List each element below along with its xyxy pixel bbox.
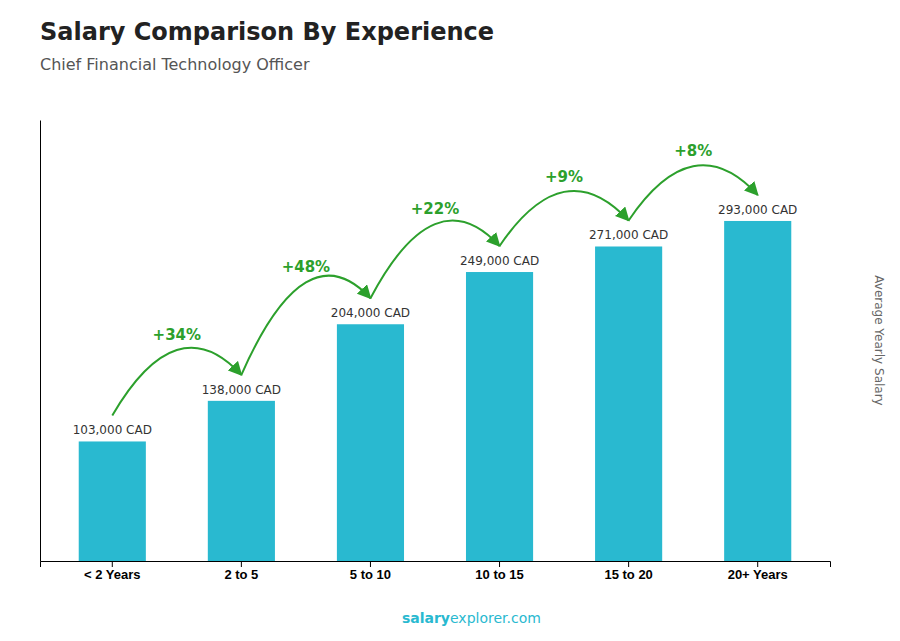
x-tick: 2 to 5 — [224, 561, 258, 582]
change-label: +8% — [674, 142, 712, 160]
change-arrow — [370, 221, 499, 299]
value-label: 249,000 CAD — [460, 254, 539, 268]
x-tick-mark — [241, 561, 242, 567]
value-label: 293,000 CAD — [718, 203, 797, 217]
bar — [595, 246, 662, 561]
annotations: +34% +48% +22% +9% +8% — [112, 142, 757, 415]
x-tick: 5 to 10 — [350, 561, 391, 582]
value-labels: 103,000 CAD 138,000 CAD 204,000 CAD 249,000… — [73, 203, 798, 438]
value-label: 103,000 CAD — [73, 423, 152, 437]
bar — [466, 272, 533, 561]
x-tick: 15 to 20 — [604, 561, 652, 582]
plot: < 2 Years 2 to 5 5 to 10 10 to 15 15 to 20 20… — [41, 121, 831, 583]
subtitle: Chief Financial Technology Officer — [40, 55, 310, 74]
change-arrow — [629, 165, 758, 220]
change-label: +22% — [411, 200, 459, 218]
y-axis-title: Average Yearly Salary — [872, 275, 886, 405]
x-tick-mark — [628, 561, 629, 567]
bars — [79, 221, 792, 561]
change-label: +34% — [153, 326, 201, 344]
change-arrow — [500, 191, 629, 246]
value-label: 138,000 CAD — [202, 383, 281, 397]
x-tick-label: 15 to 20 — [604, 567, 652, 582]
bar — [724, 221, 791, 561]
x-tick: < 2 Years — [84, 561, 141, 582]
x-tick-label: 5 to 10 — [350, 567, 391, 582]
change-label: +48% — [282, 258, 330, 276]
x-tick-mark — [112, 561, 113, 567]
x-axis-line — [41, 562, 831, 568]
y-axis-line — [40, 121, 41, 562]
change-arrow — [112, 348, 241, 416]
footer-normal: explorer.com — [450, 610, 541, 626]
bar — [337, 324, 404, 561]
change-label: +9% — [545, 168, 583, 186]
x-tick-label: < 2 Years — [84, 567, 141, 582]
footer-bold: salary — [402, 610, 450, 626]
chart: Salary Comparison By Experience Chief Fin… — [0, 0, 900, 641]
title: Salary Comparison By Experience — [40, 18, 494, 46]
bar — [208, 401, 275, 561]
change-arrow — [241, 276, 370, 375]
x-tick-mark — [370, 561, 371, 567]
x-tick-label: 10 to 15 — [475, 567, 523, 582]
y-axis — [40, 121, 41, 562]
x-tick-label: 2 to 5 — [224, 567, 258, 582]
x-tick-label: 20+ Years — [728, 567, 788, 582]
value-label: 271,000 CAD — [589, 228, 668, 242]
x-tick: 20+ Years — [728, 561, 788, 582]
x-axis: < 2 Years 2 to 5 5 to 10 10 to 15 15 to 20 20… — [41, 561, 831, 582]
value-label: 204,000 CAD — [331, 306, 410, 320]
x-tick-mark — [499, 561, 500, 567]
x-tick-mark — [757, 561, 758, 567]
x-tick: 10 to 15 — [475, 561, 523, 582]
bar — [79, 441, 146, 561]
